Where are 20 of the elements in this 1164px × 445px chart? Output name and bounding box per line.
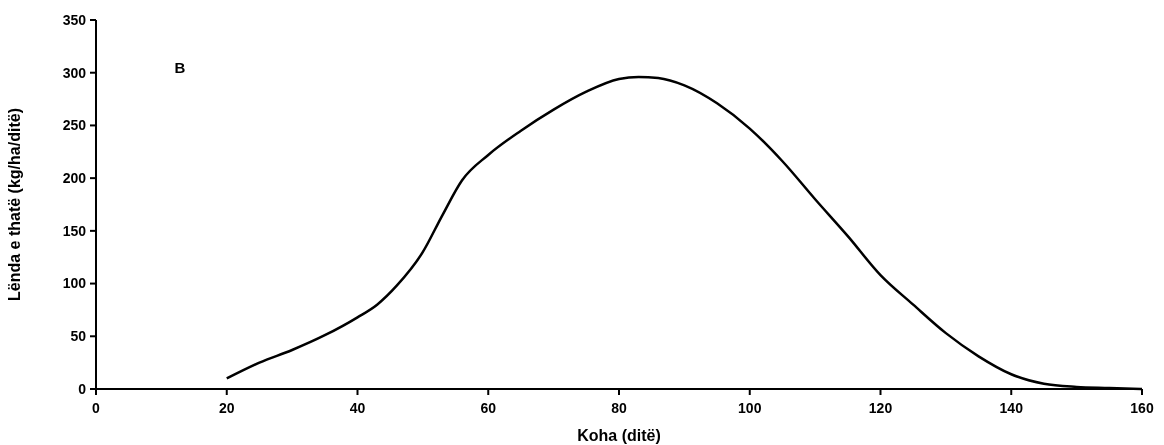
y-tick-label: 0 — [78, 380, 87, 397]
annotation: B — [174, 58, 186, 76]
x-tick-label: 60 — [480, 400, 497, 416]
y-tick-label: 250 — [62, 117, 87, 134]
y-tick-label: 300 — [62, 64, 87, 81]
x-tick-label: 40 — [349, 400, 366, 416]
y-tick-label: 200 — [62, 170, 87, 187]
x-tick-label: 140 — [999, 400, 1024, 416]
x-tick-label: 100 — [738, 400, 762, 416]
x-tick-label: 20 — [218, 400, 235, 416]
x-tick-label: 0 — [92, 400, 101, 416]
y-tick-label: 350 — [62, 11, 87, 28]
x-axis-title: Koha (ditë) — [577, 427, 661, 444]
y-tick-label: 150 — [62, 222, 87, 239]
x-tick-label: 160 — [1130, 400, 1154, 416]
x-tick-label: 80 — [611, 400, 627, 416]
y-tick-label: 50 — [70, 328, 87, 345]
y-tick-label: 100 — [62, 275, 87, 292]
x-tick-label: 120 — [868, 400, 893, 416]
y-axis-title: Lënda e thatë (kg/ha/ditë) — [6, 108, 23, 301]
